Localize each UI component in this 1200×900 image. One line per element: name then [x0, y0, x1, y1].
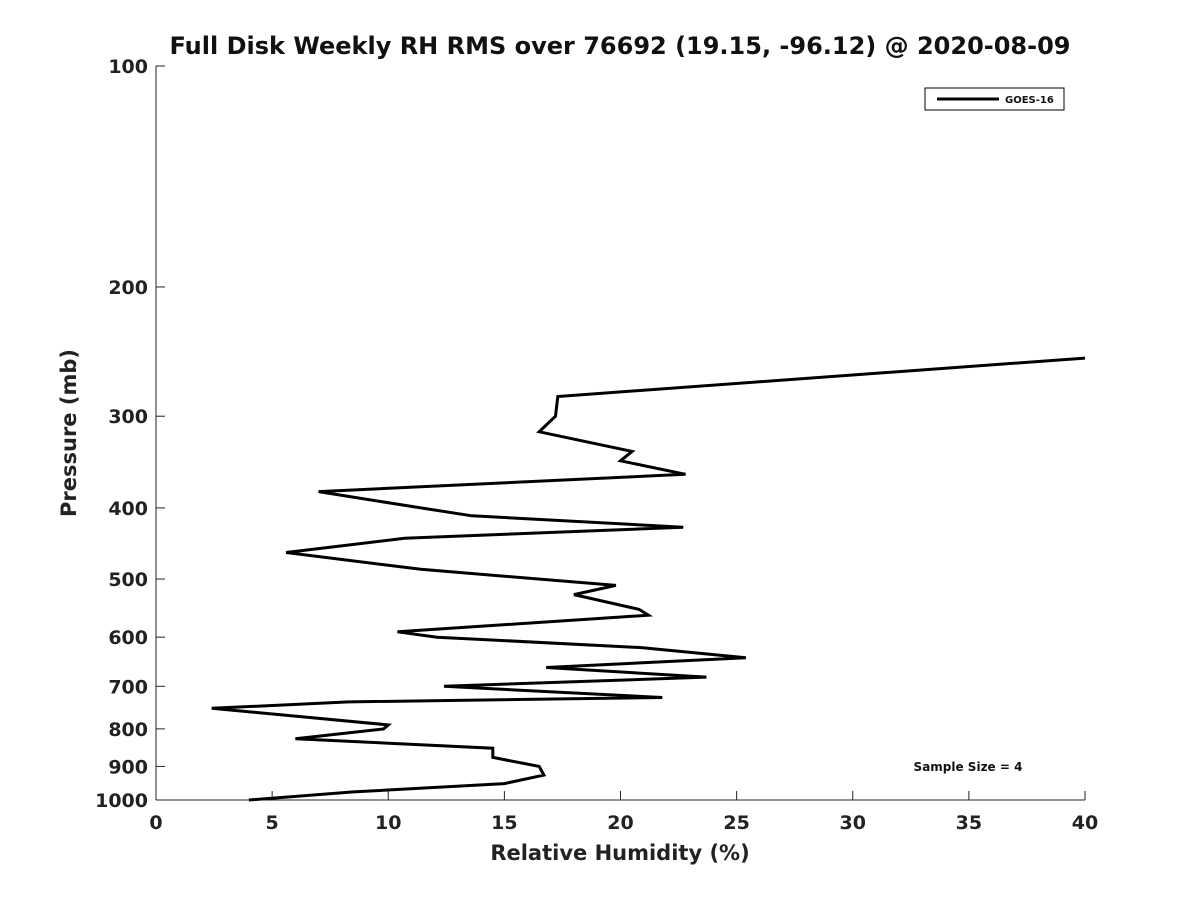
y-axis-label: Pressure (mb) [57, 349, 81, 517]
y-tick-label: 900 [108, 756, 148, 778]
x-tick-label: 35 [956, 812, 982, 834]
y-tick-label: 800 [108, 719, 148, 741]
x-tick-label: 20 [607, 812, 633, 834]
y-tick-label: 200 [108, 277, 148, 299]
sample-size-note: Sample Size = 4 [914, 760, 1023, 774]
y-tick-label: 300 [108, 406, 148, 428]
y-tick-label: 1000 [95, 790, 148, 812]
plot-axes [155, 66, 1085, 801]
y-tick-label: 100 [108, 56, 148, 78]
chart-title: Full Disk Weekly RH RMS over 76692 (19.1… [169, 32, 1070, 60]
tick-marks: 0 5 10 15 20 25 30 35 40 100 200 300 400 500 600 700 800… [95, 56, 1098, 834]
x-tick-label: 30 [840, 812, 866, 834]
y-tick-label: 500 [108, 569, 148, 591]
y-tick-label: 600 [108, 627, 148, 649]
legend: GOES-16 [924, 87, 1065, 111]
legend-label-goes-16: GOES-16 [1005, 95, 1054, 106]
series-group [211, 356, 1086, 802]
y-tick-label: 400 [108, 498, 148, 520]
x-tick-label: 5 [266, 812, 279, 834]
y-tick-label: 700 [108, 676, 148, 698]
series-line-goes-16 [211, 356, 1086, 802]
x-tick-label: 25 [723, 812, 749, 834]
x-tick-label: 15 [491, 812, 517, 834]
x-tick-label: 10 [375, 812, 401, 834]
x-tick-label: 0 [149, 812, 162, 834]
x-axis-label: Relative Humidity (%) [490, 841, 749, 865]
x-tick-label: 40 [1072, 812, 1098, 834]
